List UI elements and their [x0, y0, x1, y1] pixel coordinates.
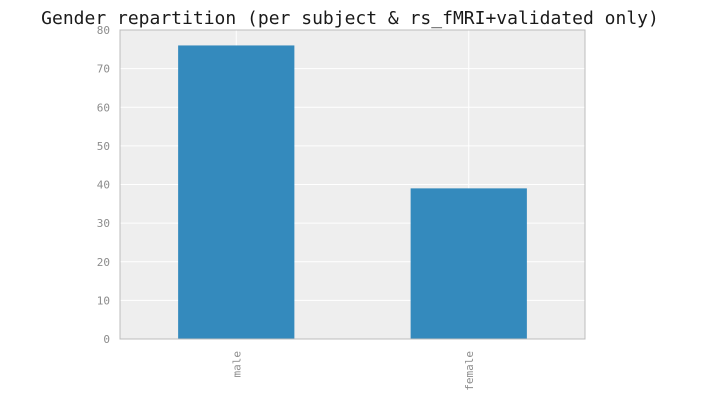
axis-ticks: 0 10 20 30 40 50 60 70 80 male female	[97, 24, 476, 391]
y-tick-label: 80	[97, 24, 110, 37]
y-tick-label: 70	[97, 63, 110, 76]
y-tick-label: 30	[97, 217, 110, 230]
chart-title: Gender repartition (per subject & rs_fMR…	[41, 8, 659, 29]
y-tick-label: 50	[97, 140, 110, 153]
bar-female	[410, 188, 527, 339]
x-tick-label: female	[463, 351, 476, 391]
bar-series	[178, 45, 527, 339]
y-tick-label: 60	[97, 101, 110, 114]
plot-frame	[119, 29, 586, 340]
y-tick-label: 10	[97, 294, 110, 307]
bar-male	[178, 45, 295, 339]
x-tick-label: male	[230, 351, 243, 378]
y-tick-label: 0	[103, 333, 110, 346]
y-tick-label: 20	[97, 256, 110, 269]
y-tick-label: 40	[97, 179, 110, 192]
